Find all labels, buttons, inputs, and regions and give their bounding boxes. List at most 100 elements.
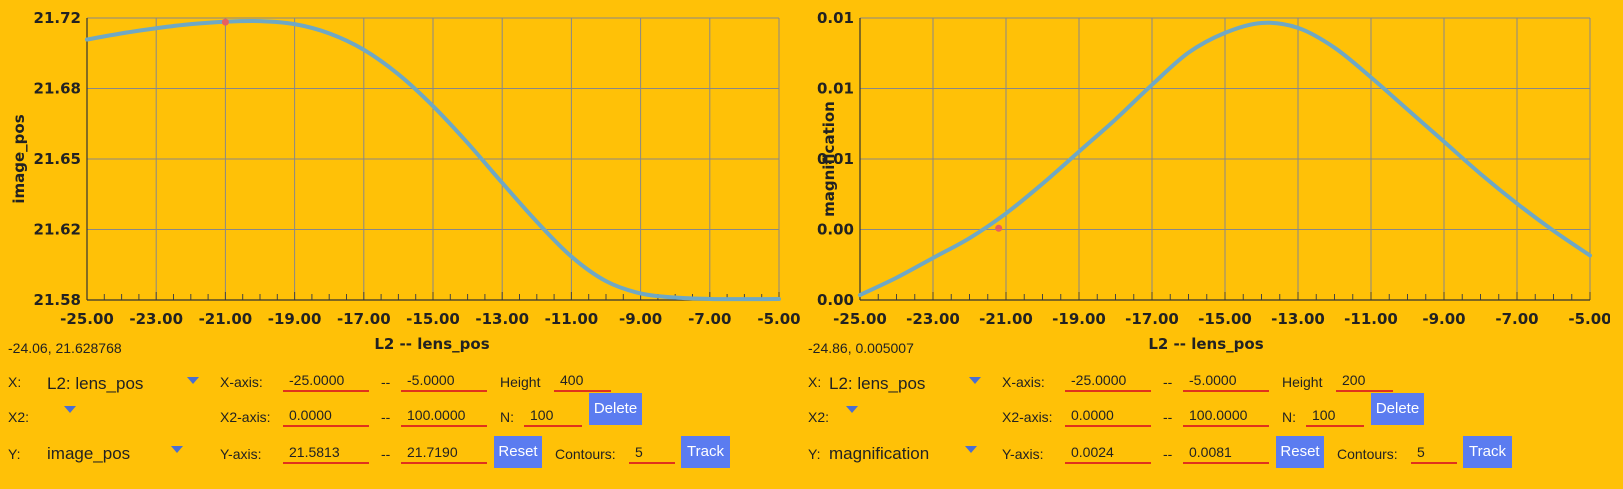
y-tick-label: 21.68 xyxy=(34,80,81,98)
coord-readout: -24.06, 21.628768 xyxy=(8,340,122,356)
y-tick-label: 0.01 xyxy=(817,80,854,98)
x-tick-label: -25.00 xyxy=(60,310,114,328)
x2axis-label: X2-axis: xyxy=(1002,409,1053,425)
height-field[interactable]: 200 xyxy=(1336,368,1393,392)
x-tick-label: -21.00 xyxy=(979,310,1033,328)
yaxis-min-field[interactable]: 0.0024 xyxy=(1065,440,1151,464)
y-row: Y: image_pos Y-axis: 21.5813 -- 21.7190 … xyxy=(0,436,800,468)
xaxis-max-field[interactable]: -5.0000 xyxy=(401,368,487,392)
y-axis-title: image_pos xyxy=(10,114,28,203)
xaxis-label: X-axis: xyxy=(220,374,263,390)
x-tick-label: -17.00 xyxy=(337,310,391,328)
grid xyxy=(859,17,1591,301)
y-tick-label: 0.01 xyxy=(817,9,854,27)
x-select[interactable]: L2: lens_pos xyxy=(47,368,202,396)
y-tick-label: 21.65 xyxy=(34,150,81,168)
x-tick-label: -5.00 xyxy=(757,310,800,328)
plot-panel-right: -25.00 -23.00 -21.00 -19.00 -17.00 -15.00 -13.… xyxy=(808,0,1610,489)
x-tick-label: -23.00 xyxy=(906,310,960,328)
x2-row: X2: X2-axis: 0.0000 -- 100.0000 N: 100 D… xyxy=(0,393,800,428)
chevron-down-icon xyxy=(965,446,977,453)
x-tick-label: -7.00 xyxy=(1495,310,1538,328)
x-tick-label: -9.00 xyxy=(1422,310,1465,328)
y-tick-label: 0.01 xyxy=(817,150,854,168)
y-select[interactable]: image_pos xyxy=(47,440,187,468)
xaxis-min-field[interactable]: -25.0000 xyxy=(283,368,369,392)
xaxis-label: X-axis: xyxy=(1002,374,1045,390)
n-label: N: xyxy=(1282,409,1296,425)
x-tick-label: -5.00 xyxy=(1568,310,1610,328)
cursor-marker xyxy=(221,18,229,26)
y-tick-label: 21.58 xyxy=(34,291,81,309)
track-button[interactable]: Track xyxy=(681,436,730,468)
yaxis-max-field[interactable]: 21.7190 xyxy=(401,440,487,464)
x-tick-label: -15.00 xyxy=(406,310,460,328)
range-dash: -- xyxy=(1163,446,1173,462)
y-tick-label: 21.72 xyxy=(34,9,81,27)
x2-select[interactable] xyxy=(842,400,864,428)
x-tick-label: -21.00 xyxy=(199,310,253,328)
x2-row: X2: X2-axis: 0.0000 -- 100.0000 N: 100 D… xyxy=(808,393,1610,428)
x-tick-label: -15.00 xyxy=(1198,310,1252,328)
x2-label: X2: xyxy=(8,409,30,425)
series-line xyxy=(85,18,781,302)
x-tick-label: -9.00 xyxy=(619,310,662,328)
n-field[interactable]: 100 xyxy=(1306,403,1364,427)
y-row: Y: magnification Y-axis: 0.0024 -- 0.008… xyxy=(808,436,1610,468)
x-select[interactable]: L2: lens_pos xyxy=(829,368,984,396)
series-line xyxy=(858,20,1592,298)
cursor-marker xyxy=(995,224,1003,232)
x-row: X: L2: lens_pos X-axis: -25.0000 -- -5.0… xyxy=(0,368,800,396)
x-tick-label: -19.00 xyxy=(268,310,322,328)
x-axis-title: L2 -- lens_pos xyxy=(1148,335,1263,353)
x-tick-label: -11.00 xyxy=(1344,310,1398,328)
contours-field[interactable]: 5 xyxy=(629,440,675,464)
plot-panel-left: -25.00 -23.00 -21.00 -19.00 -17.00 -15.00 -13.… xyxy=(0,0,800,489)
height-field[interactable]: 400 xyxy=(554,368,611,392)
delete-button[interactable]: Delete xyxy=(589,393,642,425)
x-tick-label: -7.00 xyxy=(688,310,731,328)
height-label: Height xyxy=(1282,374,1323,390)
x2axis-max-field[interactable]: 100.0000 xyxy=(401,403,487,427)
x-tick-label: -25.00 xyxy=(833,310,887,328)
y-select[interactable]: magnification xyxy=(829,440,979,468)
chevron-down-icon xyxy=(187,377,199,384)
x-label: X: xyxy=(808,374,822,390)
chevron-down-icon xyxy=(64,406,76,413)
range-dash: -- xyxy=(381,374,391,390)
y-tick-label: 0.00 xyxy=(817,291,854,309)
y-label: Y: xyxy=(8,446,21,462)
contours-field[interactable]: 5 xyxy=(1411,440,1457,464)
y-label: Y: xyxy=(808,446,821,462)
range-dash: -- xyxy=(1163,374,1173,390)
track-button[interactable]: Track xyxy=(1463,436,1512,468)
chevron-down-icon xyxy=(969,377,981,384)
x-label: X: xyxy=(8,374,22,390)
chart-image-pos[interactable]: -25.00 -23.00 -21.00 -19.00 -17.00 -15.00 -13.… xyxy=(0,0,800,360)
reset-button[interactable]: Reset xyxy=(1276,436,1324,468)
x2axis-min-field[interactable]: 0.0000 xyxy=(1065,403,1151,427)
chart-magnification[interactable]: -25.00 -23.00 -21.00 -19.00 -17.00 -15.00 -13.… xyxy=(810,0,1610,360)
y-tick-label: 21.62 xyxy=(34,221,81,239)
x2-select[interactable] xyxy=(60,400,82,428)
x-axis-title: L2 -- lens_pos xyxy=(374,335,489,353)
x2axis-min-field[interactable]: 0.0000 xyxy=(283,403,369,427)
x2axis-max-field[interactable]: 100.0000 xyxy=(1183,403,1269,427)
n-field[interactable]: 100 xyxy=(524,403,582,427)
xaxis-min-field[interactable]: -25.0000 xyxy=(1065,368,1151,392)
n-label: N: xyxy=(500,409,514,425)
x-tick-label: -23.00 xyxy=(129,310,183,328)
yaxis-min-field[interactable]: 21.5813 xyxy=(283,440,369,464)
y-axis-title: magnification xyxy=(820,101,838,217)
x-tick-label: -13.00 xyxy=(475,310,529,328)
yaxis-max-field[interactable]: 0.0081 xyxy=(1183,440,1269,464)
y-tick-label: 0.00 xyxy=(817,221,854,239)
yaxis-label: Y-axis: xyxy=(220,446,262,462)
range-dash: -- xyxy=(1163,409,1173,425)
delete-button[interactable]: Delete xyxy=(1371,393,1424,425)
coord-readout: -24.86, 0.005007 xyxy=(808,340,914,356)
x2axis-label: X2-axis: xyxy=(220,409,271,425)
reset-button[interactable]: Reset xyxy=(494,436,542,468)
xaxis-max-field[interactable]: -5.0000 xyxy=(1183,368,1269,392)
range-dash: -- xyxy=(381,409,391,425)
